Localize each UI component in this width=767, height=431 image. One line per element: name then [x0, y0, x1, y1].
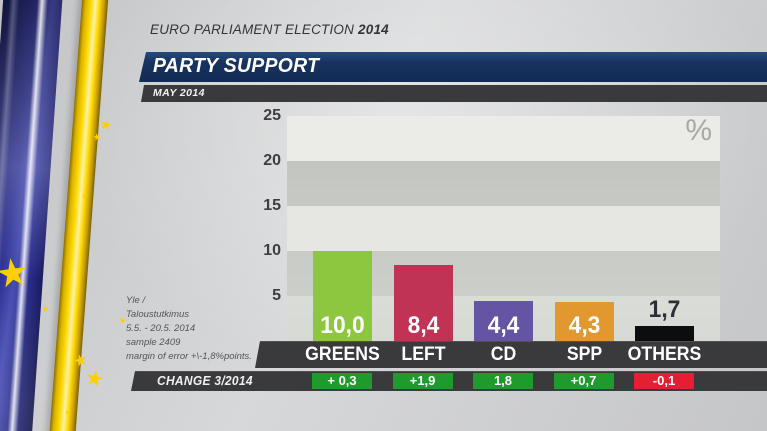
source-note: Yle / Taloustutkimus 5.5. - 20.5. 2014 s…	[126, 294, 276, 364]
bar-value-label: 1,7	[648, 296, 681, 323]
y-tick-label: 25	[263, 107, 281, 124]
percent-unit-symbol: %	[685, 114, 712, 147]
change-chip-cd: 1,8	[473, 373, 533, 389]
category-label-left: LEFT	[400, 344, 446, 365]
source-line: sample 2409	[126, 337, 181, 348]
bar-spp: 4,3	[554, 302, 614, 341]
page-title: PARTY SUPPORT	[153, 55, 320, 77]
change-row-label: CHANGE 3/2014	[157, 374, 253, 388]
bar-value-label: 4,4	[487, 312, 520, 339]
y-tick-label: 15	[263, 197, 281, 214]
change-chip-spp: +0,7	[553, 373, 614, 389]
source-line: Yle /	[126, 295, 146, 306]
source-line: Taloustutkimus	[126, 309, 190, 320]
source-line: margin of error +\-1,8%points.	[126, 351, 252, 362]
eu-star-icon	[65, 410, 70, 415]
source-line: 5.5. - 20.5. 2014	[126, 323, 196, 334]
kicker-label: EURO PARLIAMENT ELECTION	[150, 22, 359, 37]
change-chip-others: -0,1	[634, 373, 694, 389]
kicker-year: 2014	[358, 22, 389, 37]
bar-left: 8,4	[393, 265, 453, 341]
category-label-spp: SPP	[566, 344, 602, 365]
category-band	[255, 341, 767, 368]
eu-star-icon	[98, 117, 113, 132]
subtitle-banner: MAY 2014	[141, 85, 767, 102]
change-chip-greens: + 0,3	[312, 373, 372, 389]
change-chip-left: +1,9	[392, 373, 453, 389]
bar-value-label: 8,4	[407, 312, 439, 339]
y-tick-label: 5	[272, 287, 281, 304]
bar-others: 1,7	[635, 296, 694, 341]
y-tick-label: 20	[263, 152, 281, 169]
page-subtitle: MAY 2014	[153, 87, 205, 99]
bar-value-label: 4,3	[568, 312, 600, 339]
bar-cd: 4,4	[474, 301, 533, 341]
eu-star-icon	[42, 305, 49, 312]
bar-greens: 10,0	[313, 251, 372, 341]
eu-star-icon	[82, 193, 88, 199]
category-label-greens: GREENS	[305, 344, 380, 365]
category-label-cd: CD	[490, 344, 517, 365]
eu-star-icon	[84, 368, 104, 388]
bar-value-label: 10,0	[320, 312, 365, 339]
kicker-text: EURO PARLIAMENT ELECTION 2014	[150, 22, 389, 37]
y-tick-label: 10	[263, 242, 281, 259]
title-banner: PARTY SUPPORT	[139, 52, 767, 82]
category-label-others: OTHERS	[627, 344, 702, 365]
